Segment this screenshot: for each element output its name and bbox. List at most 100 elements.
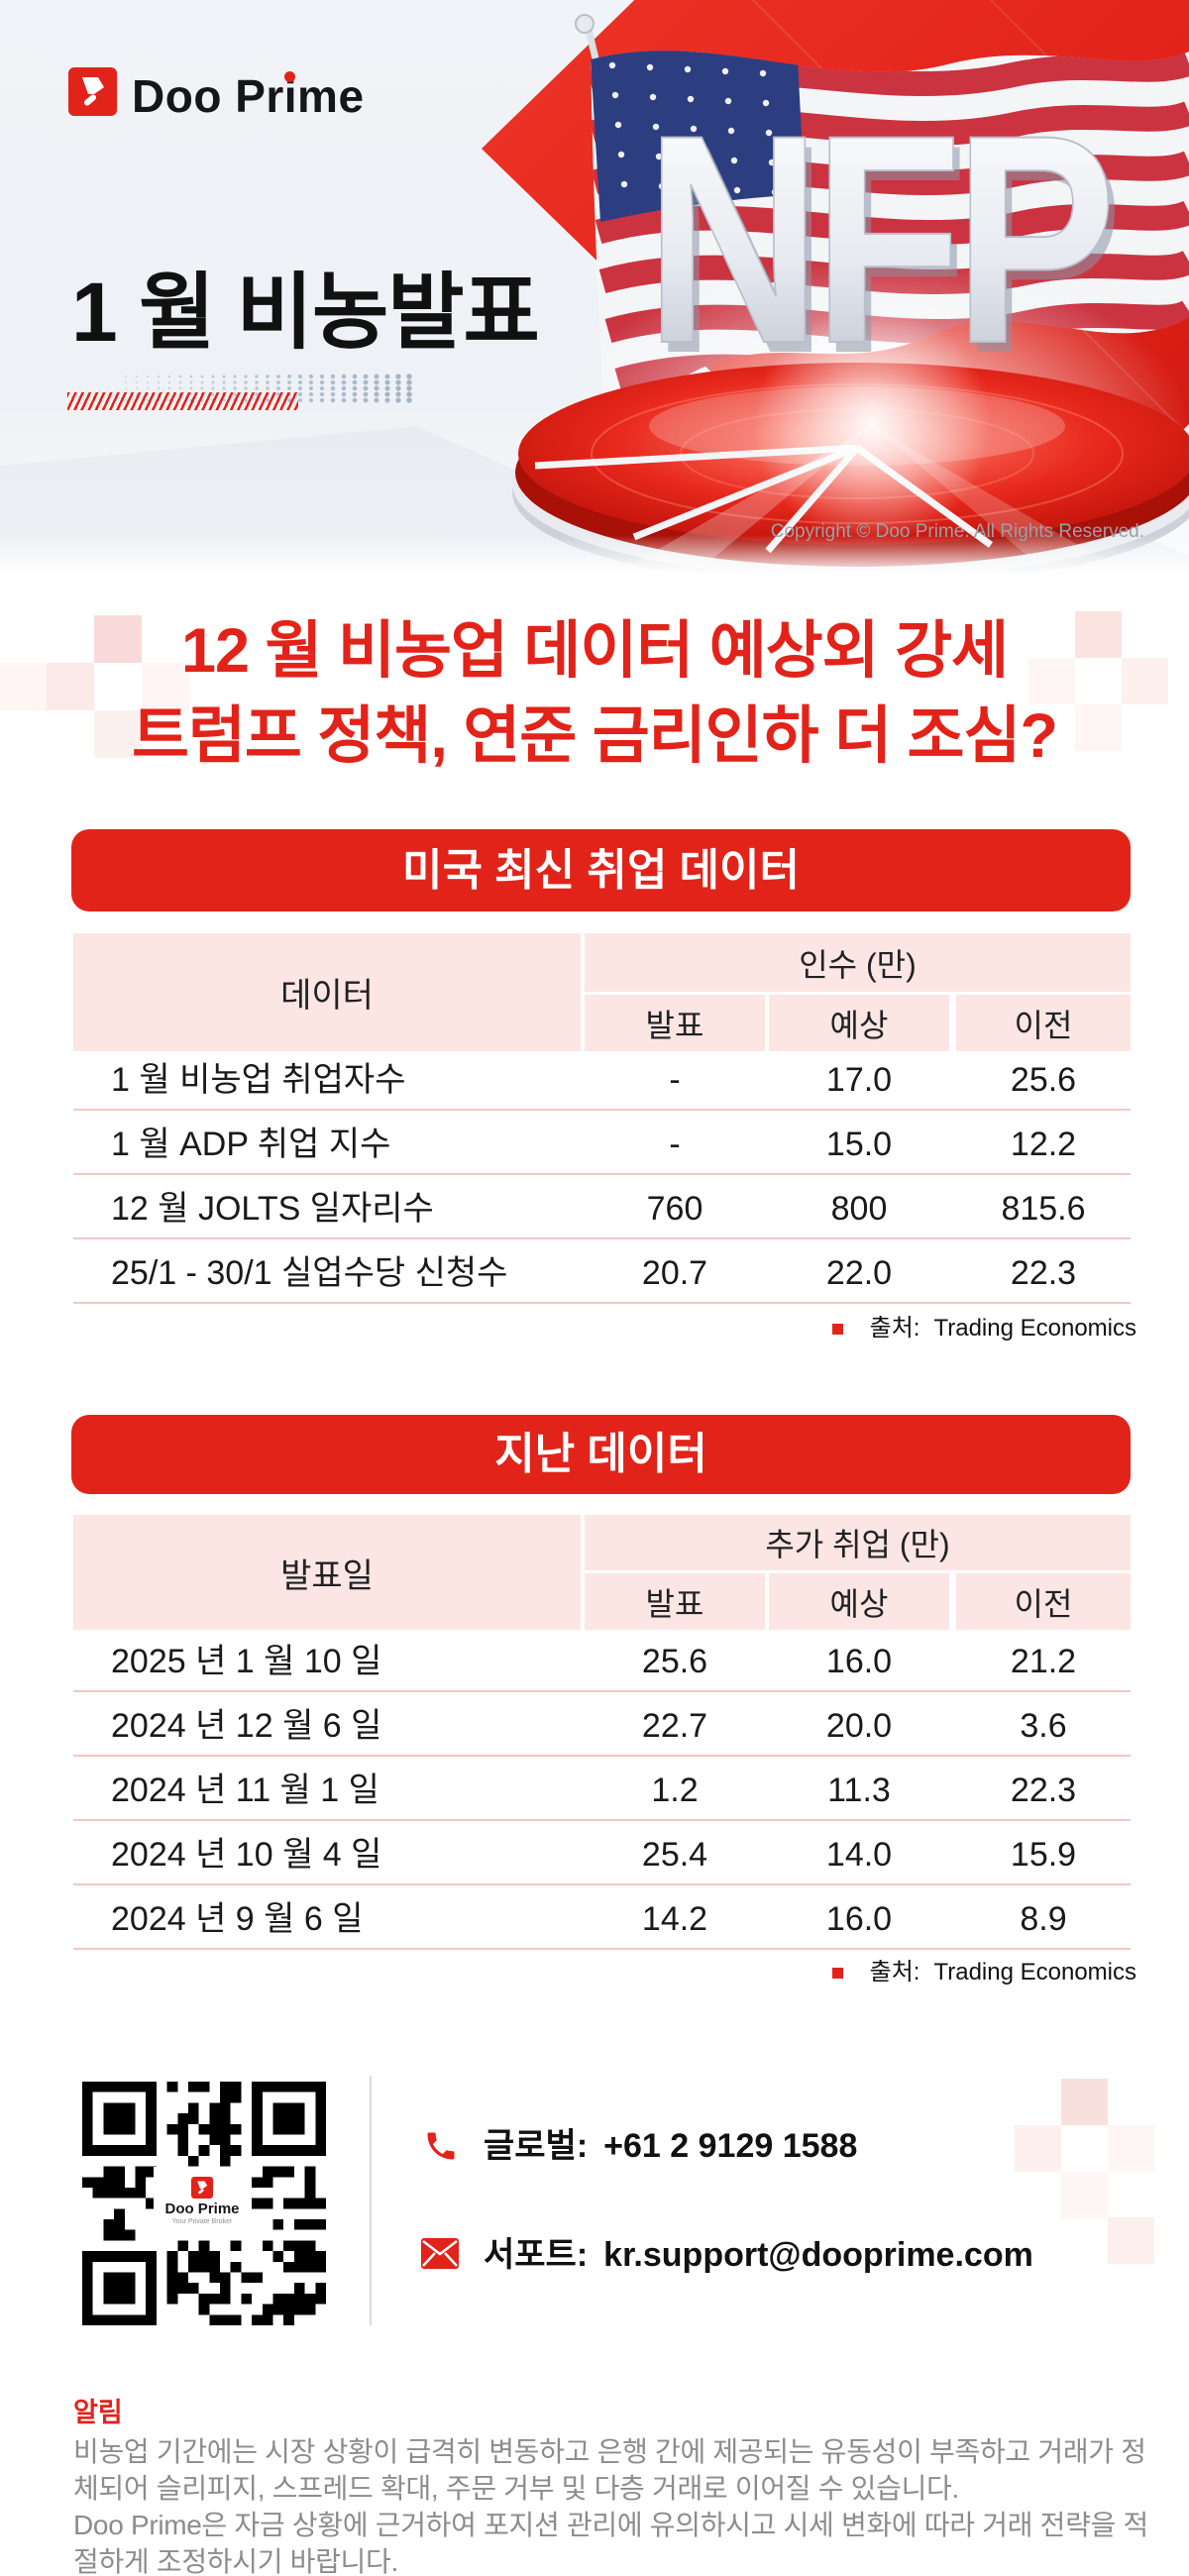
checker-decor [1075,611,1122,658]
hero-graphic: NFP NFP [0,0,1189,575]
row-label: 2024 년 9 월 6 일 [111,1900,364,1938]
headline-line1: 12 월 비농업 데이터 예상외 강세 [180,616,1009,686]
row-value: 21.2 [1010,1643,1077,1680]
row-label: 2024 년 10 월 4 일 [111,1836,382,1874]
row-value: 11.3 [827,1771,891,1809]
table2-source: 출처: Trading Economics [832,1958,1136,1987]
headline: 12 월 비농업 데이터 예상외 강세 트럼프 정책, 연준 금리인하 더 조심… [0,608,1189,779]
checker-decor [94,710,142,758]
row-value: 22.3 [1010,1771,1077,1809]
table1-banner: 미국 최신 취업 데이터 [71,829,1131,912]
row-value: - [669,1126,681,1163]
phone-icon [423,2128,459,2169]
checker-decor [1108,2217,1154,2264]
table-row: 2024 년 11 월 1 일 1.2 11.3 22.3 [73,1762,1131,1821]
podium-graphic [512,305,1189,575]
source-name: Trading Economics [933,1315,1136,1342]
row-label: 1 월 ADP 취업 지수 [111,1126,391,1163]
row-label: 25/1 - 30/1 실업수당 신청수 [111,1254,508,1292]
row-label: 2024 년 11 월 1 일 [111,1771,379,1809]
row-value: 22.0 [825,1254,893,1292]
hero-title: 1 월 비농발표 [71,266,540,359]
row-value: 15.9 [1010,1836,1077,1874]
headline-line2: 트럼프 정책, 연준 금리인하 더 조심? [132,701,1058,771]
row-label: 12 월 JOLTS 일자리수 [111,1190,434,1228]
row-value: 16.0 [825,1643,893,1680]
source-bullet-icon [832,1324,843,1335]
source-label: 출처: [869,1959,920,1986]
row-value: 815.6 [1001,1190,1086,1228]
row-label: 2025 년 1 월 10 일 [111,1643,382,1680]
email-label: 서포트: [484,2236,589,2274]
dooprime-logo-icon [68,67,117,116]
checker-decor [1108,2125,1154,2172]
checker-decor [1028,658,1075,704]
row-value: 20.7 [641,1254,708,1292]
table2-subcol-예상: 예상 [769,1573,949,1630]
email-address: kr.support@dooprime.com [603,2236,1033,2274]
dooprime-wordmark: Doo Prime [132,70,365,122]
table-row: 25/1 - 30/1 실업수당 신청수 20.7 22.0 22.3 [73,1244,1131,1304]
copyright-text: Copyright © Doo Prime. All Rights Reserv… [770,521,1144,542]
row-value: 25.6 [641,1643,708,1680]
table-row: 12 월 JOLTS 일자리수 760 800 815.6 [73,1180,1131,1239]
phone-number: +61 2 9129 1588 [603,2127,858,2165]
email-icon [421,2238,459,2274]
table1-row-header-cell: 데이터 [73,933,581,1051]
footer-notice-body: 비농업 기간에는 시장 상황이 급격히 변동하고 은행 간에 제공되는 유동성이… [73,2433,1168,2576]
table1-subcol-이전: 이전 [956,995,1131,1051]
row-value: 760 [646,1190,703,1228]
table1-subcol-예상: 예상 [769,995,949,1051]
qr-center-logo: Doo Prime Your Private Broker [154,2167,251,2236]
row-value: - [669,1061,681,1099]
phone-row: 글로벌: +61 2 9129 1588 [484,2128,857,2164]
checker-decor [1122,658,1168,704]
row-value: 1.2 [651,1771,699,1809]
row-value: 22.7 [641,1707,708,1745]
table2-subcol-발표: 발표 [585,1573,765,1630]
table1-group-header-cell: 인수 (만) [585,933,1131,992]
source-label: 출처: [869,1315,920,1342]
row-value: 800 [830,1190,888,1228]
table-row: 2024 년 9 월 6 일 14.2 16.0 8.9 [73,1890,1131,1950]
footer-paragraph-2: Doo Prime은 자금 상황에 근거하여 포지션 관리에 유의하시고 시세 … [73,2510,1148,2576]
phone-label: 글로벌: [484,2127,589,2165]
flag-canton [591,51,805,222]
row-label: 1 월 비농업 취업자수 [111,1061,406,1099]
row-label: 2024 년 12 월 6 일 [111,1707,382,1745]
table2-row-header-cell: 발표일 [73,1515,581,1630]
red-hatch-decor [67,392,298,410]
row-value: 25.4 [641,1836,708,1874]
flag-pole-finial [575,14,594,34]
row-value: 25.6 [1010,1061,1077,1099]
table1-source: 출처: Trading Economics [832,1314,1136,1343]
source-bullet-icon [832,1968,843,1979]
checker-decor [1061,2172,1108,2218]
footer-notice-title: 알림 [73,2398,123,2427]
row-value: 3.6 [1020,1707,1067,1745]
row-value: 14.0 [825,1836,893,1874]
table2-banner: 지난 데이터 [71,1415,1131,1494]
checker-decor [1015,2125,1061,2172]
dooprime-mini-logo-icon [191,2177,213,2199]
table-row: 2024 년 10 월 4 일 25.4 14.0 15.9 [73,1826,1131,1885]
footer-paragraph-1: 비농업 기간에는 시장 상황이 급격히 변동하고 은행 간에 제공되는 유동성이… [73,2436,1146,2504]
table2-group-header-cell: 추가 취업 (만) [585,1515,1131,1570]
checker-decor [1075,704,1122,751]
table-row: 1 월 ADP 취업 지수 - 15.0 12.2 [73,1116,1131,1175]
table-row: 1 월 비농업 취업자수 - 17.0 25.6 [73,1051,1131,1111]
checker-decor [0,663,47,710]
table-row: 2025 년 1 월 10 일 25.6 16.0 21.2 [73,1633,1131,1692]
qr-brand-name: Doo Prime [164,2200,240,2217]
checker-decor [142,663,189,710]
checker-decor [1061,2079,1108,2125]
row-value: 12.2 [1010,1126,1077,1163]
table2-subcol-이전: 이전 [956,1573,1131,1630]
contact-divider [370,2076,372,2325]
row-value: 16.0 [825,1900,893,1938]
nfp-text-shadow: NFP [652,84,1117,416]
source-name: Trading Economics [933,1959,1136,1986]
table1-subcol-발표: 발표 [585,995,765,1051]
email-row: 서포트: kr.support@dooprime.com [484,2237,1033,2273]
